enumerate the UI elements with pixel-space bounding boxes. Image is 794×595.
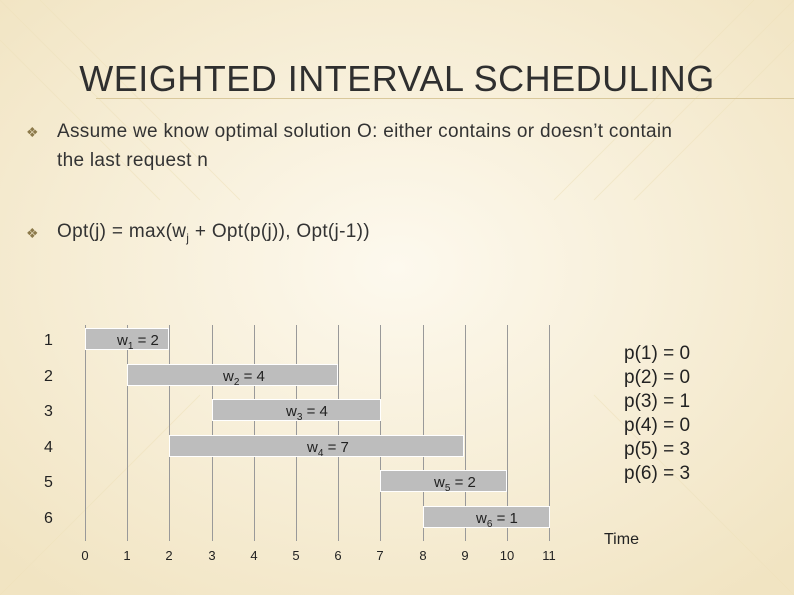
time-tick-label: 3: [208, 548, 216, 563]
recurrence-post: + Opt(p(j)), Opt(j-1)): [189, 221, 370, 242]
gridline: [85, 325, 86, 541]
interval-weight-label: w1 = 2: [117, 332, 159, 352]
bullet-icon: ❖: [26, 225, 39, 241]
bullet-icon: ❖: [26, 124, 39, 140]
bullet-recurrence: Opt(j) = max(wj + Opt(p(j)), Opt(j-1)): [57, 217, 370, 253]
time-tick-label: 10: [499, 548, 515, 563]
gridline: [127, 325, 128, 541]
interval-row-label: 1: [44, 332, 53, 349]
interval-bar: [169, 434, 464, 457]
p-value: p(2) = 0: [624, 367, 691, 388]
slide-title: WEIGHTED INTERVAL SCHEDULING: [79, 58, 715, 99]
gridline: [254, 325, 255, 541]
p-value: p(3) = 1: [624, 391, 691, 412]
time-tick-label: 7: [376, 548, 384, 563]
title-underline: [96, 98, 794, 99]
p-value: p(1) = 0: [624, 343, 691, 364]
gridline: [423, 325, 424, 541]
p-value: p(4) = 0: [624, 415, 691, 436]
interval-bar: [127, 363, 338, 386]
gridline: [296, 325, 297, 541]
time-tick-label: 6: [334, 548, 342, 563]
time-tick-label: 2: [165, 548, 173, 563]
interval-weight-label: w4 = 7: [307, 438, 349, 459]
interval-bar: [85, 328, 169, 350]
p-value: p(6) = 3: [624, 463, 691, 484]
gridline: [549, 325, 550, 541]
gridline: [507, 325, 508, 541]
interval-bar: [212, 399, 381, 421]
time-axis-label: Time: [604, 531, 639, 548]
bullet-assumption: Assume we know optimal solution O: eithe…: [57, 117, 672, 175]
time-tick-label: 4: [250, 548, 258, 563]
time-tick-label: 8: [419, 548, 427, 563]
interval-row-label: 2: [44, 367, 53, 385]
gridline: [380, 325, 381, 541]
gridline: [338, 325, 339, 541]
interval-row-label: 4: [44, 438, 53, 456]
recurrence-pre: Opt(j) = max(w: [57, 221, 187, 242]
recurrence-sub: j: [186, 230, 190, 245]
bullet-assumption-line2: the last request n: [57, 150, 209, 171]
interval-row-label: 5: [44, 474, 53, 491]
time-tick-label: 11: [542, 548, 556, 563]
p-value: p(5) = 3: [624, 439, 691, 460]
time-tick-label: 9: [461, 548, 469, 563]
interval-weight-label: w5 = 2: [434, 474, 476, 494]
gridline: [212, 325, 213, 541]
time-tick-label: 0: [81, 548, 89, 563]
time-tick-label: 1: [123, 548, 131, 563]
time-tick-label: 5: [292, 548, 300, 563]
bullet-assumption-line1: Assume we know optimal solution O: eithe…: [57, 121, 673, 142]
interval-weight-label: w6 = 1: [476, 509, 518, 530]
interval-weight-label: w2 = 4: [223, 367, 265, 388]
interval-row-label: 6: [44, 509, 53, 527]
interval-bar: [423, 505, 550, 528]
gridline: [169, 325, 170, 541]
interval-bar: [380, 470, 507, 492]
interval-weight-label: w3 = 4: [286, 403, 328, 423]
gridline: [465, 325, 466, 541]
interval-row-label: 3: [44, 403, 53, 420]
p-values-list: p(1) = 0 p(2) = 0 p(3) = 1 p(4) = 0 p(5)…: [624, 342, 690, 486]
